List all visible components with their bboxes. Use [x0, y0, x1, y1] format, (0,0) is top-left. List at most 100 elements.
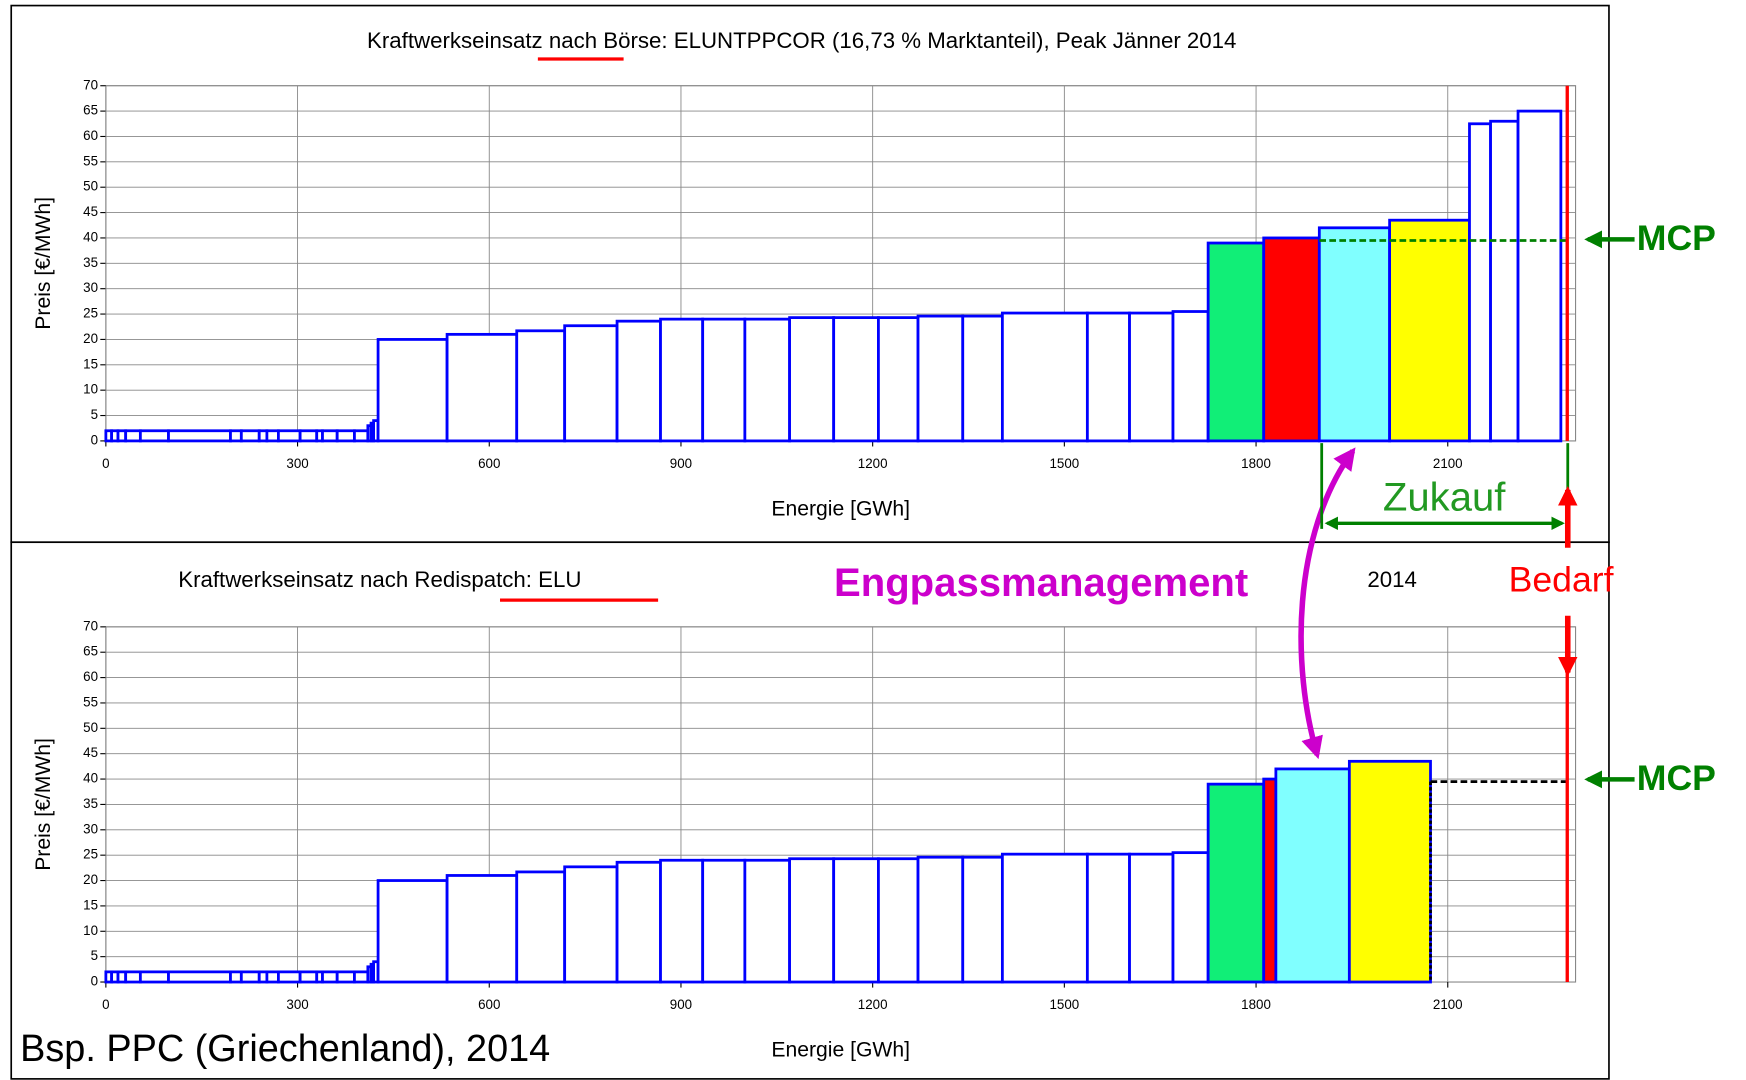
bar [239, 429, 261, 443]
y-tick-label: 50 [83, 720, 98, 735]
y-tick-label: 65 [83, 644, 98, 659]
bar [298, 970, 319, 984]
bar [788, 857, 836, 984]
bar [376, 338, 449, 443]
y-tick-label: 5 [91, 948, 98, 963]
y-tick-label: 25 [83, 847, 98, 862]
y-tick-label: 70 [83, 618, 98, 633]
annotation: MCP [1637, 218, 1716, 258]
y-tick-label: 40 [83, 771, 98, 786]
bar [743, 858, 791, 984]
y-tick-label: 10 [83, 382, 98, 397]
bar [563, 324, 619, 443]
bar [1128, 852, 1175, 984]
y-axis-label: Preis [€/MWh] [32, 738, 55, 871]
x-tick-label: 600 [478, 456, 500, 471]
bar [659, 317, 705, 443]
annotation: Bsp. PPC (Griechenland), 2014 [20, 1028, 550, 1070]
bar [239, 970, 261, 984]
x-tick-label: 300 [286, 997, 308, 1012]
x-axis-label: Energie [GWh] [771, 1039, 910, 1062]
arrow [1298, 447, 1356, 760]
x-tick-label: 0 [102, 997, 109, 1012]
bar [1388, 218, 1471, 443]
bar [167, 970, 232, 984]
mask [734, 556, 1353, 613]
bar [1262, 236, 1321, 443]
y-tick-label: 0 [91, 432, 98, 447]
x-tick-label: 300 [286, 456, 308, 471]
x-tick-label: 1200 [858, 997, 888, 1012]
bar [1262, 777, 1278, 984]
x-tick-label: 1500 [1049, 456, 1079, 471]
chart-title: Kraftwerkseinsatz nach Redispatch: ELU [178, 567, 581, 592]
annotation: Zukauf [1383, 476, 1506, 520]
bar [229, 970, 243, 984]
y-tick-label: 30 [83, 280, 98, 295]
bar [1347, 759, 1432, 984]
x-tick-label: 600 [478, 997, 500, 1012]
bar [1085, 852, 1131, 984]
x-tick-label: 1800 [1241, 997, 1271, 1012]
y-tick-label: 35 [83, 796, 98, 811]
annotation: Bedarf [1509, 560, 1614, 600]
y-tick-label: 45 [83, 745, 98, 760]
y-tick-label: 15 [83, 897, 98, 912]
bar [877, 857, 920, 984]
bar [321, 429, 339, 443]
y-tick-label: 5 [91, 407, 98, 422]
x-tick-label: 2100 [1433, 456, 1463, 471]
bar [445, 874, 519, 984]
y-tick-label: 60 [83, 128, 98, 143]
bar [832, 316, 880, 443]
bar [961, 855, 1004, 984]
bar [615, 860, 662, 984]
y-tick-label: 35 [83, 255, 98, 270]
bar [124, 970, 142, 984]
y-tick-label: 15 [83, 356, 98, 371]
bar [701, 858, 747, 984]
chart-title: Kraftwerkseinsatz nach Börse: ELUNTPPCOR… [367, 28, 1236, 53]
bar [701, 317, 747, 443]
y-tick-label: 55 [83, 694, 98, 709]
bar [1274, 767, 1351, 984]
chart-title: 2014 [1367, 567, 1417, 592]
bar [229, 429, 243, 443]
bar [1171, 310, 1210, 443]
y-tick-label: 60 [83, 669, 98, 684]
x-tick-label: 1800 [1241, 456, 1271, 471]
bar [916, 314, 965, 443]
bar [743, 317, 791, 443]
y-tick-label: 40 [83, 229, 98, 244]
bar [1206, 782, 1266, 984]
bar [321, 970, 339, 984]
bar [659, 858, 705, 984]
bar [832, 857, 880, 984]
bar [138, 429, 170, 443]
y-tick-label: 55 [83, 153, 98, 168]
bar [515, 329, 567, 443]
bar [1085, 311, 1131, 443]
bar [1171, 851, 1210, 984]
bar [277, 429, 302, 443]
x-tick-label: 1500 [1049, 997, 1079, 1012]
charts: Kraftwerkseinsatz nach Börse: ELUNTPPCOR… [32, 28, 1577, 1062]
bar [298, 429, 319, 443]
x-tick-label: 1200 [858, 456, 888, 471]
y-tick-label: 45 [83, 204, 98, 219]
bar [615, 319, 662, 443]
y-tick-label: 20 [83, 872, 98, 887]
x-tick-label: 2100 [1433, 997, 1463, 1012]
bar [124, 429, 142, 443]
bar [1516, 109, 1563, 443]
bar [961, 314, 1004, 443]
y-tick-label: 30 [83, 821, 98, 836]
bar [515, 870, 567, 984]
bar [376, 879, 449, 984]
bar [265, 429, 280, 443]
bar [916, 855, 965, 984]
x-tick-label: 900 [670, 997, 692, 1012]
x-tick-label: 900 [670, 456, 692, 471]
